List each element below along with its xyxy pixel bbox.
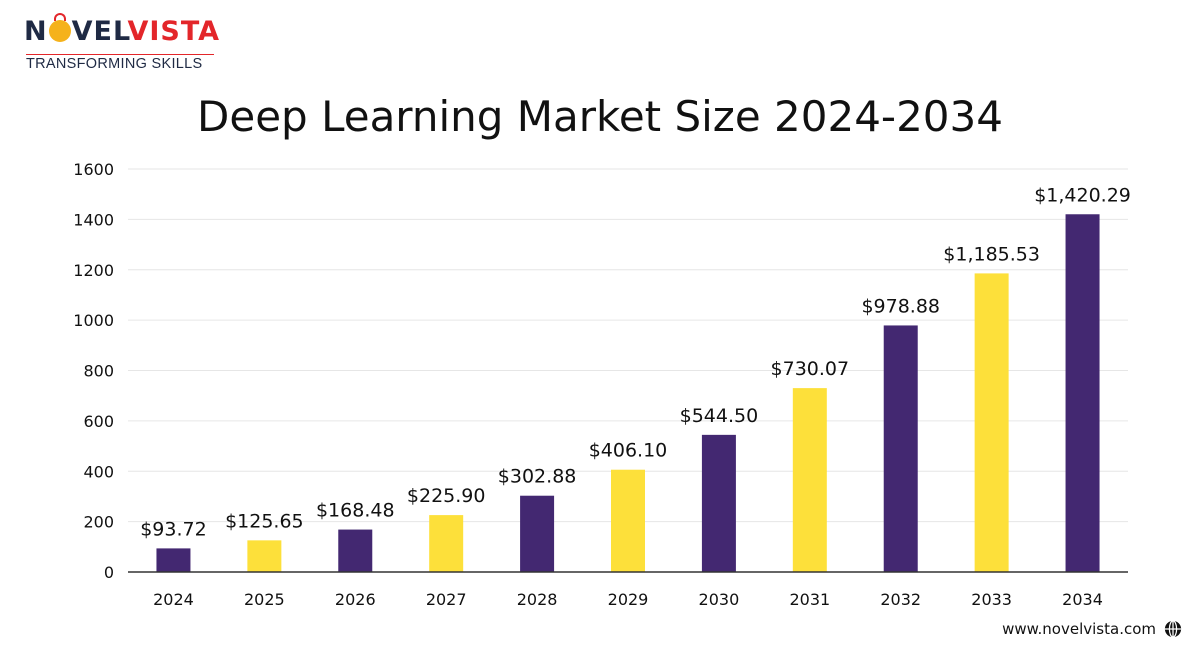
- bar: [429, 515, 464, 572]
- y-tick-label: 400: [83, 462, 114, 481]
- x-tick-label: 2029: [608, 590, 649, 609]
- brand-name-part3: VISTA: [127, 16, 221, 47]
- x-tick-label: 2027: [426, 590, 467, 609]
- data-label: $978.88: [861, 295, 940, 317]
- y-tick-label: 1600: [73, 160, 114, 179]
- data-label: $1,420.29: [1034, 184, 1131, 206]
- x-tick-label: 2026: [335, 590, 376, 609]
- bar: [974, 273, 1009, 572]
- logo-bulb-icon: [48, 13, 71, 42]
- y-tick-label: 600: [83, 412, 114, 431]
- y-tick-label: 1200: [73, 261, 114, 280]
- brand-logo: N VELVISTA TRANSFORMING SKILLS: [24, 13, 224, 72]
- x-tick-label: 2028: [517, 590, 558, 609]
- data-label: $406.10: [589, 440, 668, 462]
- bar: [611, 469, 645, 572]
- bar: [883, 325, 918, 572]
- x-tick-label: 2025: [244, 590, 285, 609]
- y-tick-label: 800: [83, 362, 114, 381]
- x-tick-label: 2033: [971, 590, 1012, 609]
- x-tick-label: 2030: [699, 590, 740, 609]
- data-label: $168.48: [316, 500, 395, 522]
- data-label: $1,185.53: [943, 243, 1040, 265]
- data-label: $302.88: [498, 466, 577, 488]
- y-tick-label: 1000: [73, 311, 114, 330]
- globe-icon: [1164, 620, 1182, 638]
- bar: [792, 388, 827, 572]
- data-label: $93.72: [140, 518, 206, 540]
- data-label: $225.90: [407, 485, 486, 507]
- brand-name-part1: N: [24, 16, 48, 47]
- x-tick-label: 2032: [880, 590, 921, 609]
- bar: [701, 434, 736, 572]
- brand-tagline: TRANSFORMING SKILLS: [26, 56, 203, 72]
- chart-title: Deep Learning Market Size 2024-2034: [197, 92, 1003, 141]
- data-label: $544.50: [680, 405, 759, 427]
- y-tick-label: 200: [83, 513, 114, 532]
- data-label: $730.07: [771, 358, 850, 380]
- footer: www.novelvista.com: [1002, 620, 1182, 638]
- bar: [156, 548, 191, 572]
- website-link[interactable]: www.novelvista.com: [1002, 620, 1156, 638]
- brand-wordmark: N VELVISTA: [24, 13, 224, 50]
- x-tick-label: 2024: [153, 590, 194, 609]
- data-label: $125.65: [225, 510, 304, 532]
- bar: [520, 495, 555, 572]
- bar: [1065, 214, 1100, 572]
- x-tick-label: 2034: [1062, 590, 1103, 609]
- y-tick-label: 0: [104, 563, 114, 582]
- bar: [247, 540, 282, 572]
- logo-divider: [26, 54, 214, 55]
- bar: [338, 529, 373, 572]
- brand-name-part2: VEL: [71, 16, 128, 47]
- y-tick-label: 1400: [73, 210, 114, 229]
- x-tick-label: 2031: [789, 590, 830, 609]
